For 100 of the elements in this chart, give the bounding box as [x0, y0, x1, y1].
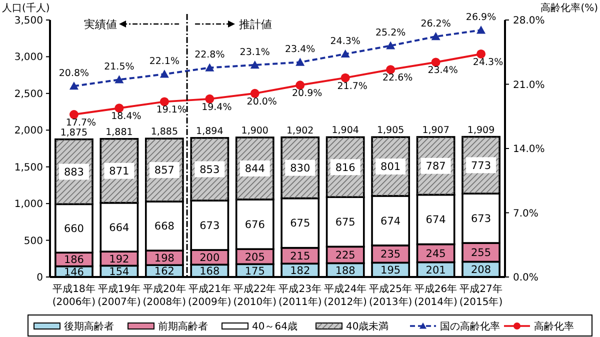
- data-label: 195: [380, 264, 401, 277]
- y-tick-label: 0: [36, 272, 43, 284]
- point: [114, 75, 124, 84]
- total-label: 1,881: [106, 126, 133, 138]
- y2-tick-label: 7.0%: [513, 208, 538, 220]
- point: [250, 60, 260, 69]
- data-label: 21.5%: [104, 62, 134, 73]
- legend-label: 40歳未満: [346, 320, 389, 332]
- data-label: 20.0%: [246, 96, 277, 108]
- data-label: 25.2%: [375, 28, 406, 39]
- data-label: 235: [380, 248, 401, 261]
- data-label: 192: [109, 253, 130, 266]
- data-label: 675: [335, 216, 356, 229]
- total-label: 1,904: [332, 125, 359, 136]
- legend-label: 後期高齢者: [64, 320, 114, 332]
- data-label: 20.9%: [292, 88, 322, 100]
- y2-axis-title: 高齢化率(%): [540, 2, 598, 14]
- point: [340, 73, 350, 82]
- data-label: 883: [64, 166, 84, 178]
- x-tick-label: 平成19年 (2007年): [98, 283, 141, 308]
- x-tick-label: 平成21年 (2009年): [188, 283, 232, 308]
- total-label: 1,902: [286, 125, 314, 136]
- data-label: 23.1%: [240, 46, 270, 58]
- data-label: 660: [64, 223, 84, 236]
- y-tick-label: 2,500: [14, 88, 43, 100]
- data-label: 21.7%: [337, 80, 368, 92]
- data-label: 198: [154, 252, 174, 265]
- data-label: 215: [290, 250, 310, 262]
- data-label: 154: [109, 266, 130, 278]
- x-tick-label: 平成27年 (2015年): [459, 283, 503, 308]
- data-label: 787: [426, 160, 446, 173]
- x-tick-label: 平成26年 (2014年): [414, 283, 458, 308]
- total-label: 1,894: [196, 126, 224, 137]
- data-label: 255: [471, 247, 492, 260]
- y2-tick-label: 21.0%: [513, 80, 545, 91]
- x-tick-label: 平成18年 (2006年): [52, 283, 96, 308]
- data-label: 208: [471, 264, 492, 276]
- total-label: 1,905: [376, 125, 404, 136]
- point: [160, 70, 169, 78]
- total-label: 1,900: [241, 125, 268, 136]
- data-label: 17.7%: [66, 118, 96, 129]
- data-label: 830: [290, 162, 310, 174]
- data-label: 22.6%: [382, 72, 413, 84]
- x-tick-label: 平成24年 (2012年): [324, 283, 368, 308]
- total-label: 1,875: [60, 127, 88, 138]
- data-label: 22.1%: [149, 56, 180, 68]
- legend-label: 国の高齢化率: [440, 320, 500, 332]
- data-label: 674: [380, 215, 401, 228]
- data-label: 20.8%: [58, 68, 90, 80]
- data-label: 162: [154, 266, 174, 278]
- data-label: 22.8%: [194, 50, 225, 61]
- data-label: 26.2%: [420, 18, 451, 30]
- point: [296, 58, 305, 66]
- legend-label: 前期高齢者: [158, 320, 208, 332]
- data-label: 175: [244, 265, 265, 278]
- data-label: 245: [426, 248, 446, 260]
- data-label: 26.9%: [466, 12, 496, 24]
- data-label: 673: [471, 212, 492, 225]
- data-label: 816: [335, 162, 356, 174]
- data-label: 857: [154, 164, 174, 177]
- data-label: 773: [471, 160, 492, 172]
- data-label: 201: [426, 264, 446, 276]
- data-label: 673: [200, 220, 220, 232]
- point: [250, 88, 260, 98]
- data-label: 675: [290, 218, 310, 230]
- data-label: 801: [380, 161, 401, 174]
- data-label: 146: [64, 266, 84, 278]
- data-label: 182: [290, 264, 310, 277]
- y-tick-label: 3,000: [14, 52, 43, 64]
- data-label: 205: [244, 251, 265, 264]
- point: [476, 26, 486, 34]
- y-tick-label: 1,000: [14, 199, 43, 210]
- x-tick-label: 平成22年 (2010年): [233, 283, 277, 308]
- data-label: 200: [200, 252, 220, 264]
- data-label: 24.3%: [472, 56, 504, 68]
- y2-tick-label: 14.0%: [513, 144, 545, 155]
- data-label: 24.3%: [330, 36, 360, 47]
- annotation: 推計値: [239, 18, 272, 31]
- total-label: 1,885: [150, 126, 178, 138]
- annotation: 実績値: [84, 18, 118, 31]
- x-tick-label: 平成25年 (2013年): [368, 283, 412, 308]
- data-label: 844: [244, 163, 266, 176]
- data-label: 23.4%: [285, 44, 316, 56]
- point: [386, 41, 396, 50]
- legend-label: 高齢化率: [534, 320, 574, 332]
- data-label: 225: [335, 250, 356, 262]
- x-tick-label: 平成23年 (2011年): [278, 283, 322, 308]
- data-label: 19.1%: [156, 104, 187, 116]
- point: [476, 49, 486, 58]
- total-label: 1,909: [467, 124, 495, 136]
- data-label: 18.4%: [111, 111, 142, 122]
- point: [69, 82, 78, 90]
- total-label: 1,907: [422, 124, 450, 136]
- data-label: 168: [200, 266, 220, 278]
- point: [205, 94, 214, 104]
- data-label: 668: [154, 220, 174, 233]
- y2-tick-label: 0.0%: [513, 272, 538, 284]
- y-tick-label: 2,000: [14, 126, 43, 137]
- point: [340, 49, 350, 58]
- point: [431, 32, 440, 40]
